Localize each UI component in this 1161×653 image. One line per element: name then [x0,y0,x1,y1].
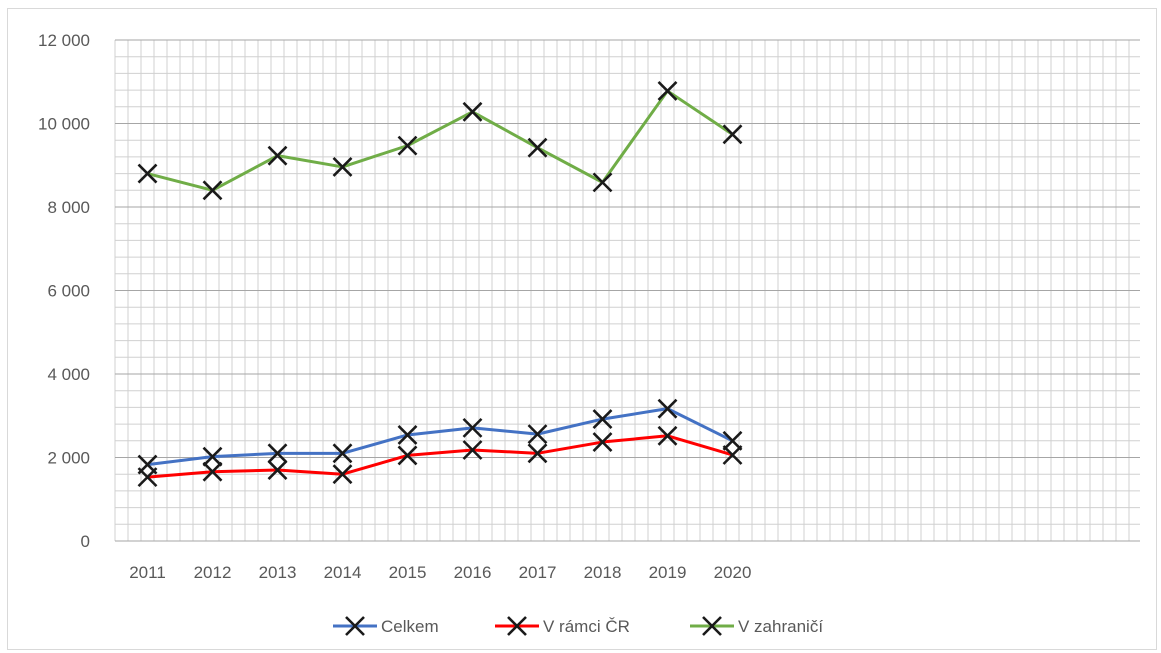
data-point-marker [137,467,158,488]
data-point-marker [397,135,418,156]
x-tick-label: 2017 [519,563,557,582]
data-point-marker [202,180,223,201]
x-tick-label: 2012 [194,563,232,582]
x-tick-label: 2020 [714,563,752,582]
y-tick-label: 8 000 [47,198,90,217]
data-point-marker [527,443,548,464]
data-point-marker [462,440,483,460]
legend-label: V zahraničí [738,617,823,636]
data-point-marker [202,461,223,482]
legend-marker [507,616,527,636]
x-tick-label: 2016 [454,563,492,582]
data-point-marker [332,443,353,464]
x-tick-label: 2013 [259,563,297,582]
x-tick-label: 2014 [324,563,362,582]
series-line-1 [147,434,733,479]
y-tick-label: 4 000 [47,365,90,384]
series-layer [137,81,743,488]
data-point-marker [527,424,548,445]
data-point-marker [267,443,288,464]
x-tick-label: 2015 [389,563,427,582]
data-point-marker [592,409,613,430]
data-point-marker [722,430,743,451]
data-point-marker [657,81,678,101]
data-point-marker [332,464,353,485]
data-point-marker [267,460,288,480]
data-point-marker [137,163,158,184]
data-point-marker [397,425,418,445]
data-point-marker [592,432,613,452]
data-point-marker [202,446,223,467]
data-point-marker [592,172,613,193]
y-tick-label: 0 [81,532,90,551]
y-tick-label: 6 000 [47,282,90,301]
chart-frame [7,8,1157,650]
data-point-marker [267,145,288,166]
data-point-marker [462,417,483,438]
y-tick-label: 2 000 [47,449,90,468]
x-tick-label: 2018 [584,563,622,582]
data-point-marker [397,445,418,466]
legend-marker [345,616,365,636]
data-point-marker [462,101,483,122]
gridlines [114,39,1140,542]
data-point-marker [722,445,743,465]
legend-marker [702,616,722,636]
y-tick-label: 12 000 [38,31,90,50]
legend: Celkem V rámci ČR V zahraničí [333,616,823,636]
data-point-marker [527,137,548,158]
y-tick-label: 10 000 [38,115,90,134]
x-tick-label: 2011 [129,563,166,582]
data-point-marker [722,124,743,145]
data-point-marker [332,157,353,177]
legend-label: V rámci ČR [543,617,630,636]
axis-labels: 0 2 000 4 000 6 000 8 000 10 000 12 000 2011 201… [38,31,751,582]
legend-label: Celkem [381,617,439,636]
series-line-2 [147,89,734,192]
data-point-marker [657,425,678,446]
series-line-0 [147,407,734,467]
data-point-marker [657,398,678,419]
x-tick-label: 2019 [649,563,687,582]
